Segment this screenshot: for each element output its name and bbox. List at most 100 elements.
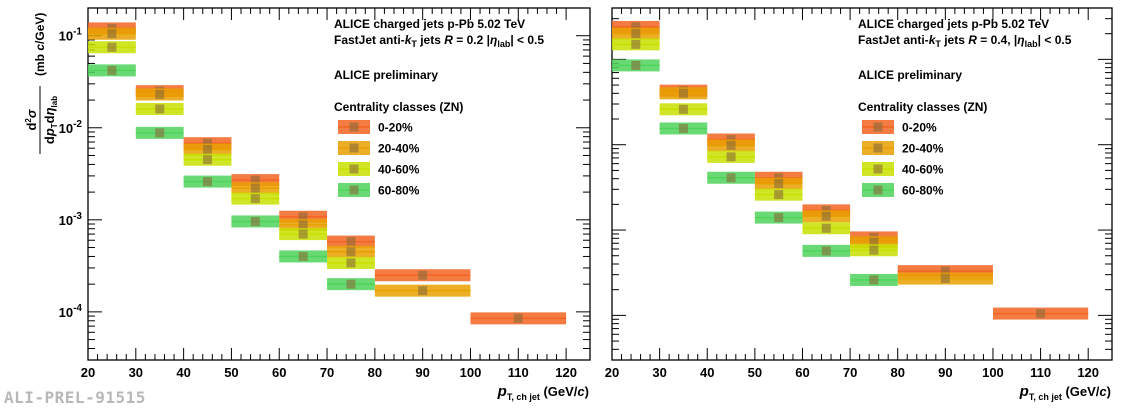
data-marker xyxy=(418,286,428,296)
x-axis-title: pT, ch jet (GeV/c) xyxy=(1019,383,1111,402)
data-marker xyxy=(298,229,308,239)
watermark: ALI-PREL-91515 xyxy=(4,388,146,407)
series-40-60% xyxy=(612,38,898,257)
data-marker xyxy=(726,140,736,150)
data-marker xyxy=(821,246,831,256)
data-marker xyxy=(513,313,523,323)
y-axis-units: (mb c/GeV) xyxy=(33,13,47,76)
data-marker xyxy=(631,29,641,39)
data-marker xyxy=(107,65,117,75)
data-marker xyxy=(298,251,308,261)
legend-marker xyxy=(349,185,359,195)
data-marker xyxy=(346,258,356,268)
data-marker xyxy=(940,266,950,276)
x-tick-label: 20 xyxy=(605,365,619,380)
x-tick-label: 50 xyxy=(748,365,762,380)
plot-frame xyxy=(87,7,591,361)
data-marker xyxy=(1036,309,1046,319)
series-60-80% xyxy=(88,64,375,291)
x-tick-label: 60 xyxy=(795,365,809,380)
legend-marker xyxy=(873,143,883,153)
y-axis-denominator: dpTdηlab xyxy=(42,96,59,144)
data-marker xyxy=(821,211,831,221)
series-40-60% xyxy=(88,41,375,269)
x-tick-label: 100 xyxy=(982,365,1004,380)
legend-title: Centrality classes (ZN) xyxy=(858,100,987,114)
data-marker xyxy=(418,270,428,280)
data-marker xyxy=(250,175,260,185)
legend-label: 40-60% xyxy=(902,163,944,177)
y-tick-label: 10-2 xyxy=(59,119,83,136)
data-marker xyxy=(107,29,117,39)
data-marker xyxy=(155,89,165,99)
data-marker xyxy=(250,183,260,193)
data-marker xyxy=(203,155,213,165)
x-tick-label: 40 xyxy=(700,365,714,380)
x-tick-label: 90 xyxy=(938,365,952,380)
chart-title: ALICE charged jets p-Pb 5.02 TeV xyxy=(858,17,1049,31)
legend-marker xyxy=(349,143,359,153)
legend-marker xyxy=(873,164,883,174)
y-tick-label: 10-4 xyxy=(59,303,83,320)
x-tick-label: 40 xyxy=(176,365,190,380)
x-tick-label: 80 xyxy=(368,365,382,380)
legend-label: 60-80% xyxy=(378,184,420,198)
plot-frame xyxy=(611,7,1113,361)
data-marker xyxy=(774,179,784,189)
data-marker xyxy=(203,145,213,155)
data-marker xyxy=(940,274,950,284)
x-tick-label: 110 xyxy=(508,365,529,380)
preliminary-label: ALICE preliminary xyxy=(334,68,438,82)
legend-label: 20-40% xyxy=(902,142,944,156)
x-axis-title: pT, ch jet (GeV/c) xyxy=(497,383,589,402)
chart-subtitle: FastJet anti-kT jets R = 0.4, |ηlab| < 0… xyxy=(858,33,1072,49)
panel-left: 20 30 40 50 60 70 80 90 100 110 120 10-4 10-3 10-2 10-… xyxy=(24,7,591,402)
data-marker xyxy=(631,39,641,49)
legend-marker xyxy=(873,122,883,132)
data-marker xyxy=(678,104,688,114)
x-tick-label: 20 xyxy=(81,365,95,380)
data-marker xyxy=(678,88,688,98)
legend-label: 40-60% xyxy=(378,163,420,177)
data-marker xyxy=(869,275,879,285)
data-marker xyxy=(203,177,213,187)
data-marker xyxy=(346,237,356,247)
legend-marker xyxy=(873,185,883,195)
y-axis-numerator: d2σ xyxy=(24,108,39,130)
data-marker xyxy=(631,22,641,32)
data-marker xyxy=(298,212,308,222)
x-tick-label: 70 xyxy=(843,365,857,380)
series-60-80% xyxy=(612,59,898,286)
chart-title: ALICE charged jets p-Pb 5.02 TeV xyxy=(334,17,525,31)
data-marker xyxy=(346,247,356,257)
data-marker xyxy=(726,173,736,183)
x-tick-label: 70 xyxy=(320,365,334,380)
legend-marker xyxy=(349,164,359,174)
x-tick-label: 30 xyxy=(129,365,143,380)
data-marker xyxy=(869,245,879,255)
legend-title: Centrality classes (ZN) xyxy=(334,100,463,114)
data-marker xyxy=(821,223,831,233)
data-marker xyxy=(346,279,356,289)
data-marker xyxy=(155,128,165,138)
data-marker xyxy=(298,220,308,230)
x-tick-label: 90 xyxy=(415,365,429,380)
legend-label: 0-20% xyxy=(378,121,413,135)
x-tick-label: 120 xyxy=(1077,365,1099,380)
x-tick-label: 30 xyxy=(652,365,666,380)
y-tick-label: 10-1 xyxy=(59,27,83,44)
data-marker xyxy=(155,104,165,114)
x-tick-label: 50 xyxy=(224,365,238,380)
data-marker xyxy=(203,138,213,148)
data-marker xyxy=(774,190,784,200)
data-marker xyxy=(869,237,879,247)
x-tick-label: 60 xyxy=(272,365,286,380)
data-marker xyxy=(250,194,260,204)
series-20-40% xyxy=(88,27,471,297)
data-marker xyxy=(726,152,736,162)
legend-marker xyxy=(349,122,359,132)
y-tick-label: 10-3 xyxy=(59,211,83,228)
x-tick-label: 110 xyxy=(1030,365,1051,380)
